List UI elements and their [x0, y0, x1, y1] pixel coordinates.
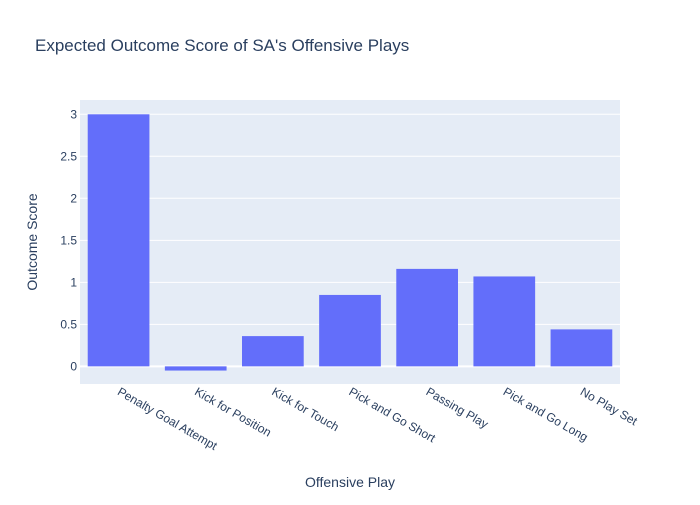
y-tick-label: 1.5	[60, 233, 77, 247]
bar	[164, 366, 227, 371]
x-axis-title: Offensive Play	[305, 474, 395, 490]
x-tick-label: No Play Set	[578, 384, 640, 428]
y-tick-label: 1	[70, 275, 77, 289]
y-tick-label: 3	[70, 107, 77, 121]
bar	[473, 276, 536, 367]
y-tick-label: 0.5	[60, 317, 77, 331]
y-tick-labels: 0 0.5 1 1.5 2 2.5 3	[60, 107, 77, 373]
gridlines	[80, 113, 620, 325]
y-tick-label: 2.5	[60, 149, 77, 163]
bars	[87, 114, 613, 371]
x-tick-label: Kick for Touch	[269, 384, 341, 434]
bar	[87, 114, 150, 367]
y-tick-label: 2	[70, 191, 77, 205]
y-tick-label: 0	[70, 359, 77, 373]
x-tick-label: Pick and Go Long	[501, 384, 591, 444]
chart-title: Expected Outcome Score of SA's Offensive…	[35, 36, 409, 55]
bar	[550, 329, 613, 367]
bar	[319, 294, 381, 367]
bar	[396, 268, 458, 367]
bar	[242, 336, 304, 367]
x-tick-label: Passing Play	[424, 384, 491, 431]
y-axis-title: Outcome Score	[24, 193, 40, 290]
